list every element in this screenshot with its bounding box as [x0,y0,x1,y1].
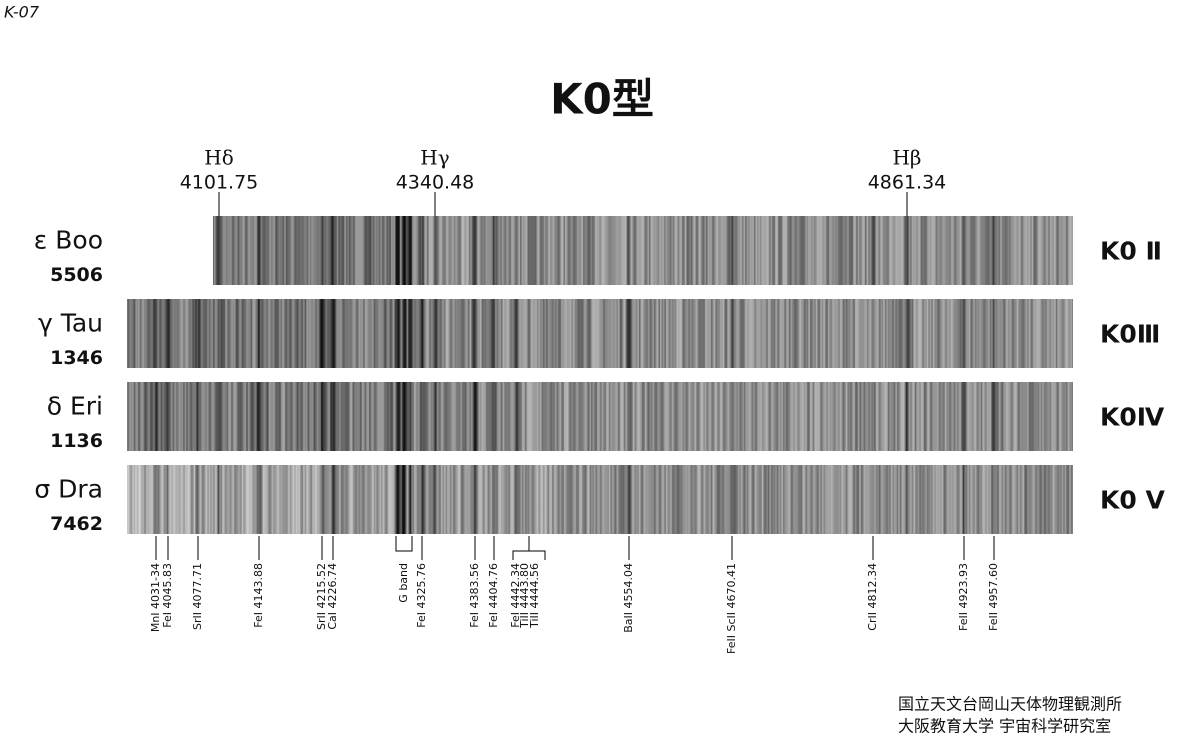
line-label: TiII 4444.56 [528,563,541,629]
line-label: FeII ScII 4670.41 [725,563,738,654]
spectrum [127,299,1073,368]
star-name: γ Tau [38,309,103,338]
star-number: 1136 [50,430,103,452]
line-label: CrII 4812.34 [866,563,879,631]
spectral-class: K0Ⅳ [1100,403,1165,432]
page-code: K-07 [4,3,40,22]
line-label: FeI 4383.56 [468,563,481,628]
spectrum [127,465,1073,534]
line-label: SrII 4077.71 [191,563,204,630]
credit-line: 国立天文台岡山天体物理観測所 [898,695,1122,714]
hydrogen-wavelength: 4340.48 [396,172,475,194]
line-label: BaII 4554.04 [622,563,635,633]
line-label: G band [397,563,410,603]
line-label: CaI 4226.74 [326,563,339,630]
line-label: TiII 4443.80 [518,563,531,629]
line-label: FeI 4404.76 [487,563,500,628]
spectral-class: K0 Ⅴ [1100,486,1165,515]
star-name: δ Eri [47,392,103,421]
hydrogen-wavelength: 4101.75 [180,172,259,194]
star-name: σ Dra [34,475,103,504]
g-band-bracket [395,536,413,552]
ti-bracket [512,550,546,560]
line-label: FeII 4923.93 [957,563,970,631]
spectral-class: K0 Ⅱ [1100,237,1162,266]
star-number: 5506 [50,264,103,286]
line-label: FeI 4325.76 [415,563,428,628]
hydrogen-label: Hβ [892,146,921,170]
line-label: FeI 4045.83 [161,563,174,628]
line-label: MnI 4031-34 [149,563,162,632]
hydrogen-label: Hδ [204,146,233,170]
line-label: SrII 4215.52 [315,563,328,630]
line-label: FeI 4143.88 [252,563,265,628]
star-number: 1346 [50,347,103,369]
brackets [395,536,546,560]
star-number: 7462 [50,513,103,535]
line-label: FeI 4442.34 [509,563,522,628]
hydrogen-wavelength: 4861.34 [868,172,947,194]
credit-line: 大阪教育大学 宇宙科学研究室 [898,717,1111,736]
line-label: FeII 4957.60 [987,563,1000,631]
hydrogen-label: Hγ [420,146,449,170]
star-name: ε Boo [34,226,103,255]
spectrum [213,216,1073,285]
page-title: K0型 [550,75,654,124]
spectral-class: K0Ⅲ [1100,320,1160,349]
spectrum [127,382,1073,451]
